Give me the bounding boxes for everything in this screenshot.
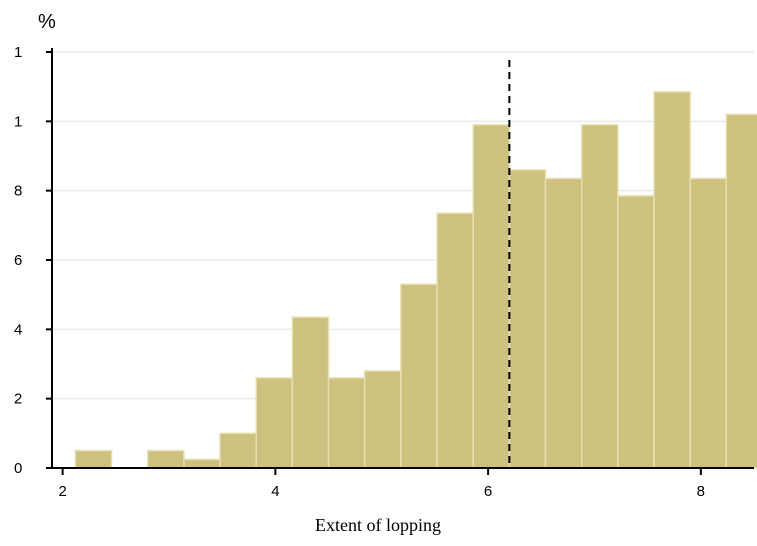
histogram-bar bbox=[400, 283, 438, 469]
histogram-bar bbox=[219, 432, 257, 469]
y-tick-label: 1 bbox=[14, 44, 22, 61]
x-tick-label: 2 bbox=[58, 483, 66, 500]
histogram-bar bbox=[74, 449, 113, 469]
histogram-bar bbox=[653, 91, 691, 469]
y-tick-label: 8 bbox=[14, 183, 22, 200]
histogram-bar bbox=[472, 124, 511, 469]
tick-marks: 0 2 4 6 8 1 1 2 4 6 8 bbox=[14, 44, 705, 500]
histogram-bar bbox=[580, 124, 619, 469]
histogram-bar bbox=[508, 169, 547, 469]
histogram-bar bbox=[291, 316, 330, 469]
histogram-bar bbox=[436, 212, 474, 469]
histogram-bar bbox=[255, 377, 294, 469]
histogram-bars bbox=[74, 91, 757, 469]
y-tick-label: 6 bbox=[14, 252, 22, 269]
x-tick-label: 8 bbox=[697, 483, 705, 500]
histogram-bar bbox=[689, 177, 728, 469]
y-tick-label: 1 bbox=[14, 113, 22, 130]
x-tick-label: 4 bbox=[271, 483, 279, 500]
histogram-bar bbox=[725, 113, 757, 469]
y-tick-label: 0 bbox=[14, 460, 22, 477]
histogram-bar bbox=[327, 377, 366, 469]
x-tick-label: 6 bbox=[484, 483, 492, 500]
x-axis-title: Extent of lopping bbox=[315, 515, 441, 535]
histogram-bar bbox=[183, 458, 221, 469]
y-axis-label: % bbox=[38, 11, 56, 33]
histogram-bar bbox=[146, 449, 185, 469]
histogram-bar bbox=[544, 177, 583, 469]
y-tick-label: 2 bbox=[14, 391, 22, 408]
histogram-bar bbox=[617, 195, 655, 469]
histogram-bar bbox=[363, 370, 402, 469]
y-tick-label: 4 bbox=[14, 321, 22, 338]
